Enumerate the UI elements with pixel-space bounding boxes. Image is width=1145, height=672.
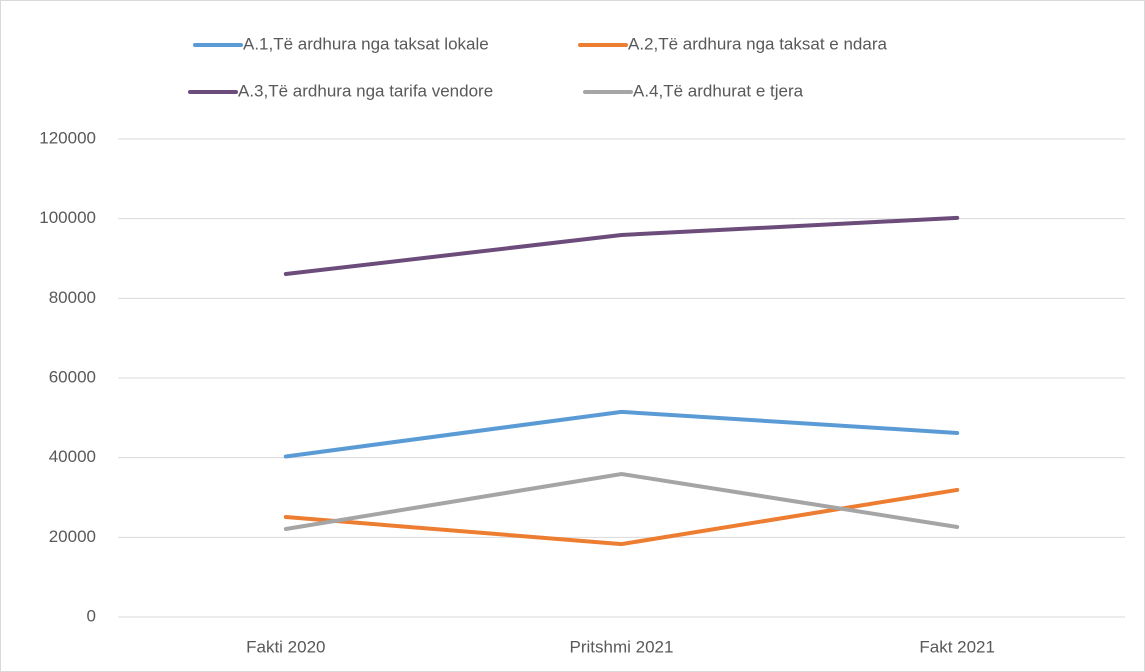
y-tick-label: 60000 [49, 367, 96, 386]
x-tick-label: Fakti 2020 [246, 637, 325, 656]
x-tick-label: Pritshmi 2021 [570, 637, 674, 656]
y-tick-label: 0 [87, 606, 96, 625]
y-tick-label: 120000 [39, 128, 96, 147]
legend-label: A.1,Të ardhura nga taksat lokale [243, 34, 489, 53]
legend-label: A.3,Të ardhura nga tarifa vendore [238, 81, 493, 100]
legend-label: A.4,Të ardhurat e tjera [633, 81, 804, 100]
y-tick-label: 40000 [49, 447, 96, 466]
line-series [283, 409, 960, 459]
line-series [283, 215, 960, 277]
legend-label: A.2,Të ardhura nga taksat e ndara [628, 34, 887, 53]
y-tick-label: 100000 [39, 208, 96, 227]
x-tick-label: Fakt 2021 [919, 637, 995, 656]
line-series [283, 471, 960, 531]
y-tick-label: 20000 [49, 527, 96, 546]
y-tick-label: 80000 [49, 288, 96, 307]
